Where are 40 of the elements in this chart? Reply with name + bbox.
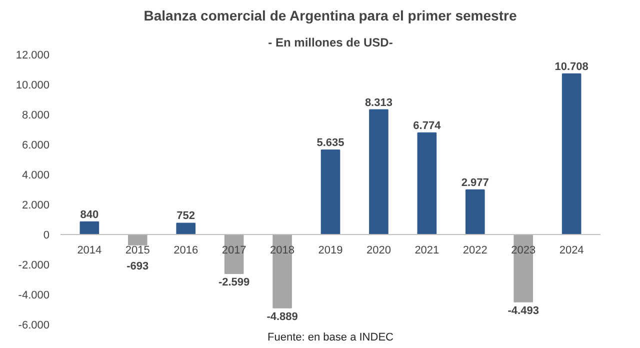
bar bbox=[417, 132, 437, 235]
y-tick-label: -6.000 bbox=[18, 320, 50, 332]
y-tick-label: 0 bbox=[43, 230, 50, 242]
data-label: 752 bbox=[176, 210, 196, 222]
data-label: -4.889 bbox=[266, 310, 298, 323]
bar bbox=[128, 234, 148, 246]
x-tick-label: 2019 bbox=[318, 244, 343, 256]
y-tick-label: 4.000 bbox=[22, 170, 50, 182]
y-tick-label: 2.000 bbox=[22, 200, 50, 212]
y-tick-label: 8.000 bbox=[22, 110, 50, 122]
bar bbox=[80, 221, 100, 235]
y-tick-label: 6.000 bbox=[22, 140, 50, 152]
x-tick-label: 2024 bbox=[559, 244, 584, 256]
data-label: 8.313 bbox=[364, 96, 392, 109]
data-label: -2.599 bbox=[218, 276, 250, 288]
data-label: 5.635 bbox=[316, 136, 344, 149]
bar bbox=[320, 149, 340, 235]
x-tick-label: 2016 bbox=[174, 244, 198, 256]
y-tick-label: 10.000 bbox=[16, 80, 50, 92]
x-tick-label: 2020 bbox=[366, 244, 391, 256]
data-label: -4.493 bbox=[508, 304, 539, 317]
chart-subtitle: - En millones de USD- bbox=[268, 36, 393, 50]
data-label: 2.977 bbox=[461, 176, 489, 189]
data-label: 10.708 bbox=[554, 60, 588, 73]
data-label: -693 bbox=[126, 260, 149, 272]
data-label: 840 bbox=[80, 208, 99, 221]
x-tick-label: 2022 bbox=[462, 244, 488, 256]
data-label: 6.774 bbox=[413, 120, 442, 132]
y-tick-label: -2.000 bbox=[18, 260, 50, 272]
x-tick-label: 2021 bbox=[414, 244, 440, 256]
y-tick-label: -4.000 bbox=[18, 290, 50, 302]
x-tick-label: 2014 bbox=[77, 244, 102, 256]
chart-title: Balanza comercial de Argentina para el primer semestre bbox=[144, 8, 517, 24]
bar bbox=[465, 189, 485, 235]
bar bbox=[176, 222, 196, 235]
source-note: Fuente: en base a INDEC bbox=[268, 332, 394, 344]
y-tick-label: 12.000 bbox=[16, 50, 50, 62]
x-tick-label: 2015 bbox=[125, 244, 150, 256]
bar bbox=[369, 109, 388, 235]
bar bbox=[562, 73, 582, 235]
